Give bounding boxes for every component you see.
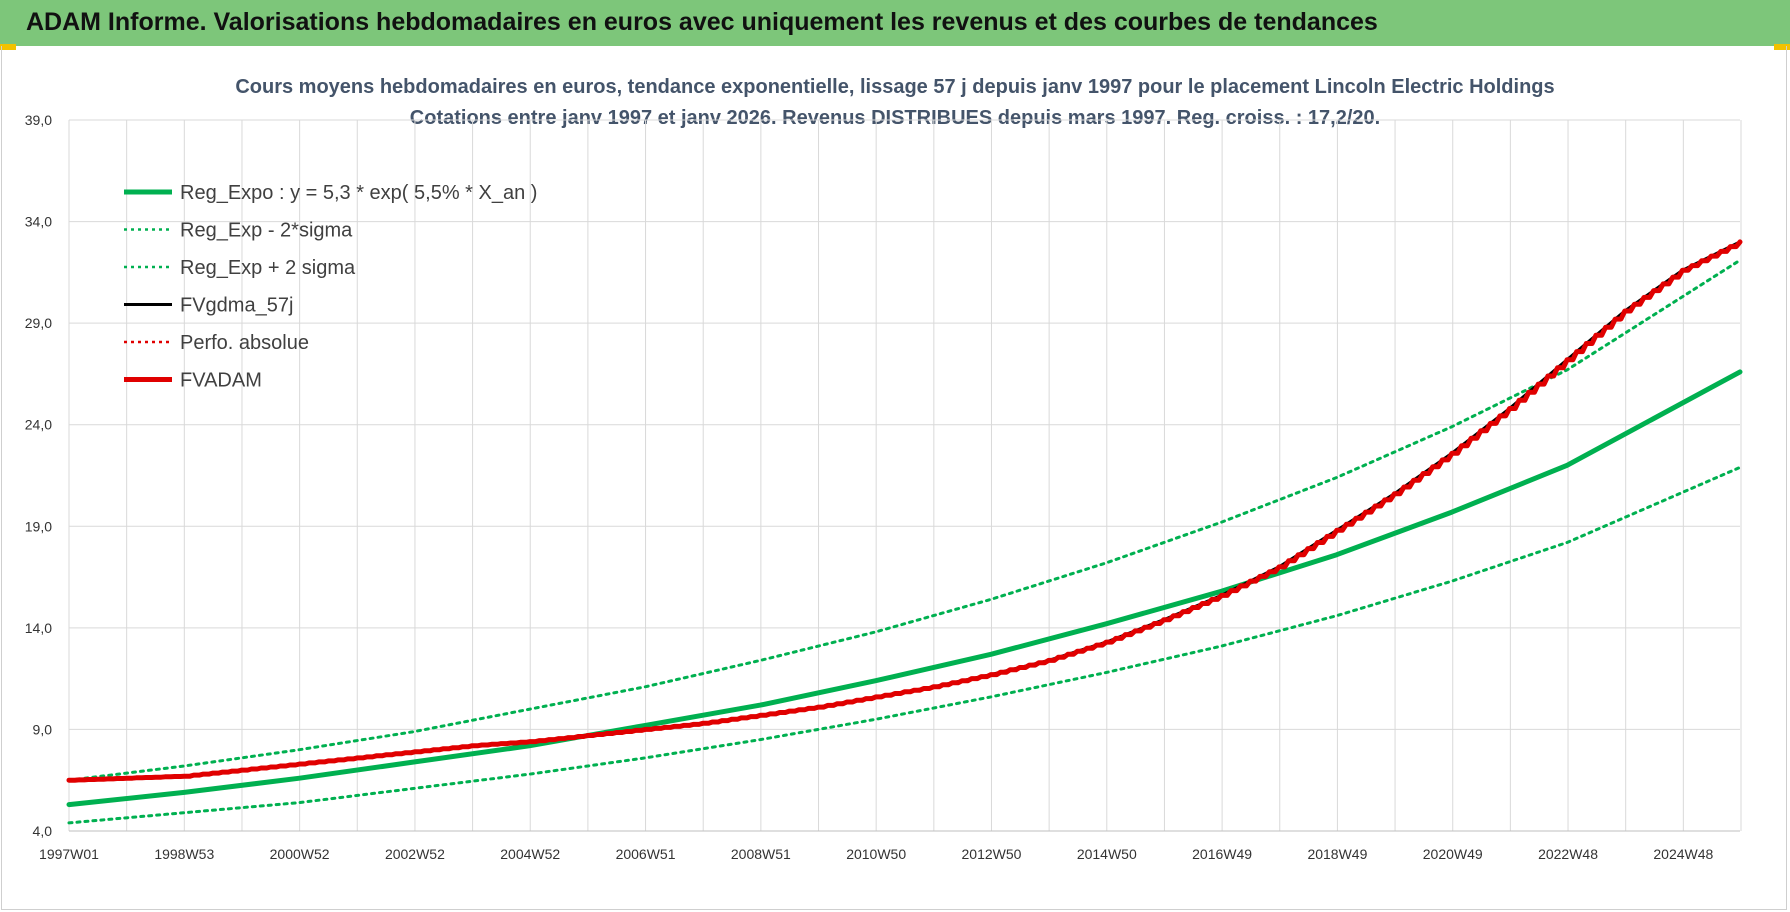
x-tick-label: 2006W51 (616, 846, 676, 862)
x-gridlines (68, 120, 1742, 832)
x-tick-label: 2016W49 (1192, 846, 1252, 862)
chart-subtitle: Cotations entre janv 1997 et janv 2026. … (410, 107, 1380, 129)
x-tick-label: 1998W53 (154, 846, 214, 862)
legend-label: Reg_Expo : y = 5,3 * exp( 5,5% * X_an ) (180, 182, 537, 204)
y-tick-label: 34,0 (25, 214, 52, 230)
report-title: ADAM Informe. Valorisations hebdomadaire… (26, 8, 1378, 36)
x-tick-label: 2008W51 (731, 846, 791, 862)
y-tick-label: 14,0 (25, 620, 52, 636)
legend-label: Perfo. absolue (180, 332, 309, 354)
legend-label: Reg_Exp + 2 sigma (180, 257, 356, 279)
y-tick-label: 4,0 (33, 823, 53, 839)
y-tick-label: 24,0 (25, 417, 52, 433)
chart-title: Cours moyens hebdomadaires en euros, ten… (235, 76, 1554, 98)
series-line-5 (66, 239, 1743, 783)
x-tick-label: 2018W49 (1307, 846, 1367, 862)
x-tick-label: 2014W50 (1077, 846, 1137, 862)
series-line-1 (67, 465, 1742, 825)
y-axis-ticks: 4,0 9,0 14,0 19,0 24,0 29,0 34,0 39,0 (25, 112, 52, 839)
corner-mark-left (0, 44, 16, 50)
legend: Reg_Expo : y = 5,3 * exp( 5,5% * X_an ) R… (124, 182, 537, 392)
x-axis-ticks: 1997W01 1998W53 2000W52 2002W52 2004W52 2006W… (39, 846, 1713, 862)
x-tick-label: 2004W52 (500, 846, 560, 862)
chart-frame (1, 46, 1787, 910)
y-tick-label: 29,0 (25, 315, 52, 331)
series-lines (66, 239, 1743, 825)
x-tick-label: 2000W52 (270, 846, 330, 862)
x-tick-label: 2002W52 (385, 846, 445, 862)
x-tick-label: 2020W49 (1423, 846, 1483, 862)
x-tick-label: 2012W50 (962, 846, 1022, 862)
series-line-2 (67, 258, 1742, 782)
x-tick-label: 2024W48 (1653, 846, 1713, 862)
y-tick-label: 19,0 (25, 518, 52, 534)
report-banner: ADAM Informe. Valorisations hebdomadaire… (0, 0, 1790, 46)
x-tick-label: 1997W01 (39, 846, 99, 862)
legend-label: FVgdma_57j (180, 295, 293, 317)
series-line-0 (66, 369, 1743, 808)
legend-label: FVADAM (180, 370, 262, 392)
legend-label: Reg_Exp - 2*sigma (180, 220, 353, 242)
y-tick-label: 39,0 (25, 112, 52, 128)
x-tick-label: 2010W50 (846, 846, 906, 862)
y-tick-label: 9,0 (33, 721, 53, 737)
x-tick-label: 2022W48 (1538, 846, 1598, 862)
corner-mark-right (1774, 44, 1790, 50)
